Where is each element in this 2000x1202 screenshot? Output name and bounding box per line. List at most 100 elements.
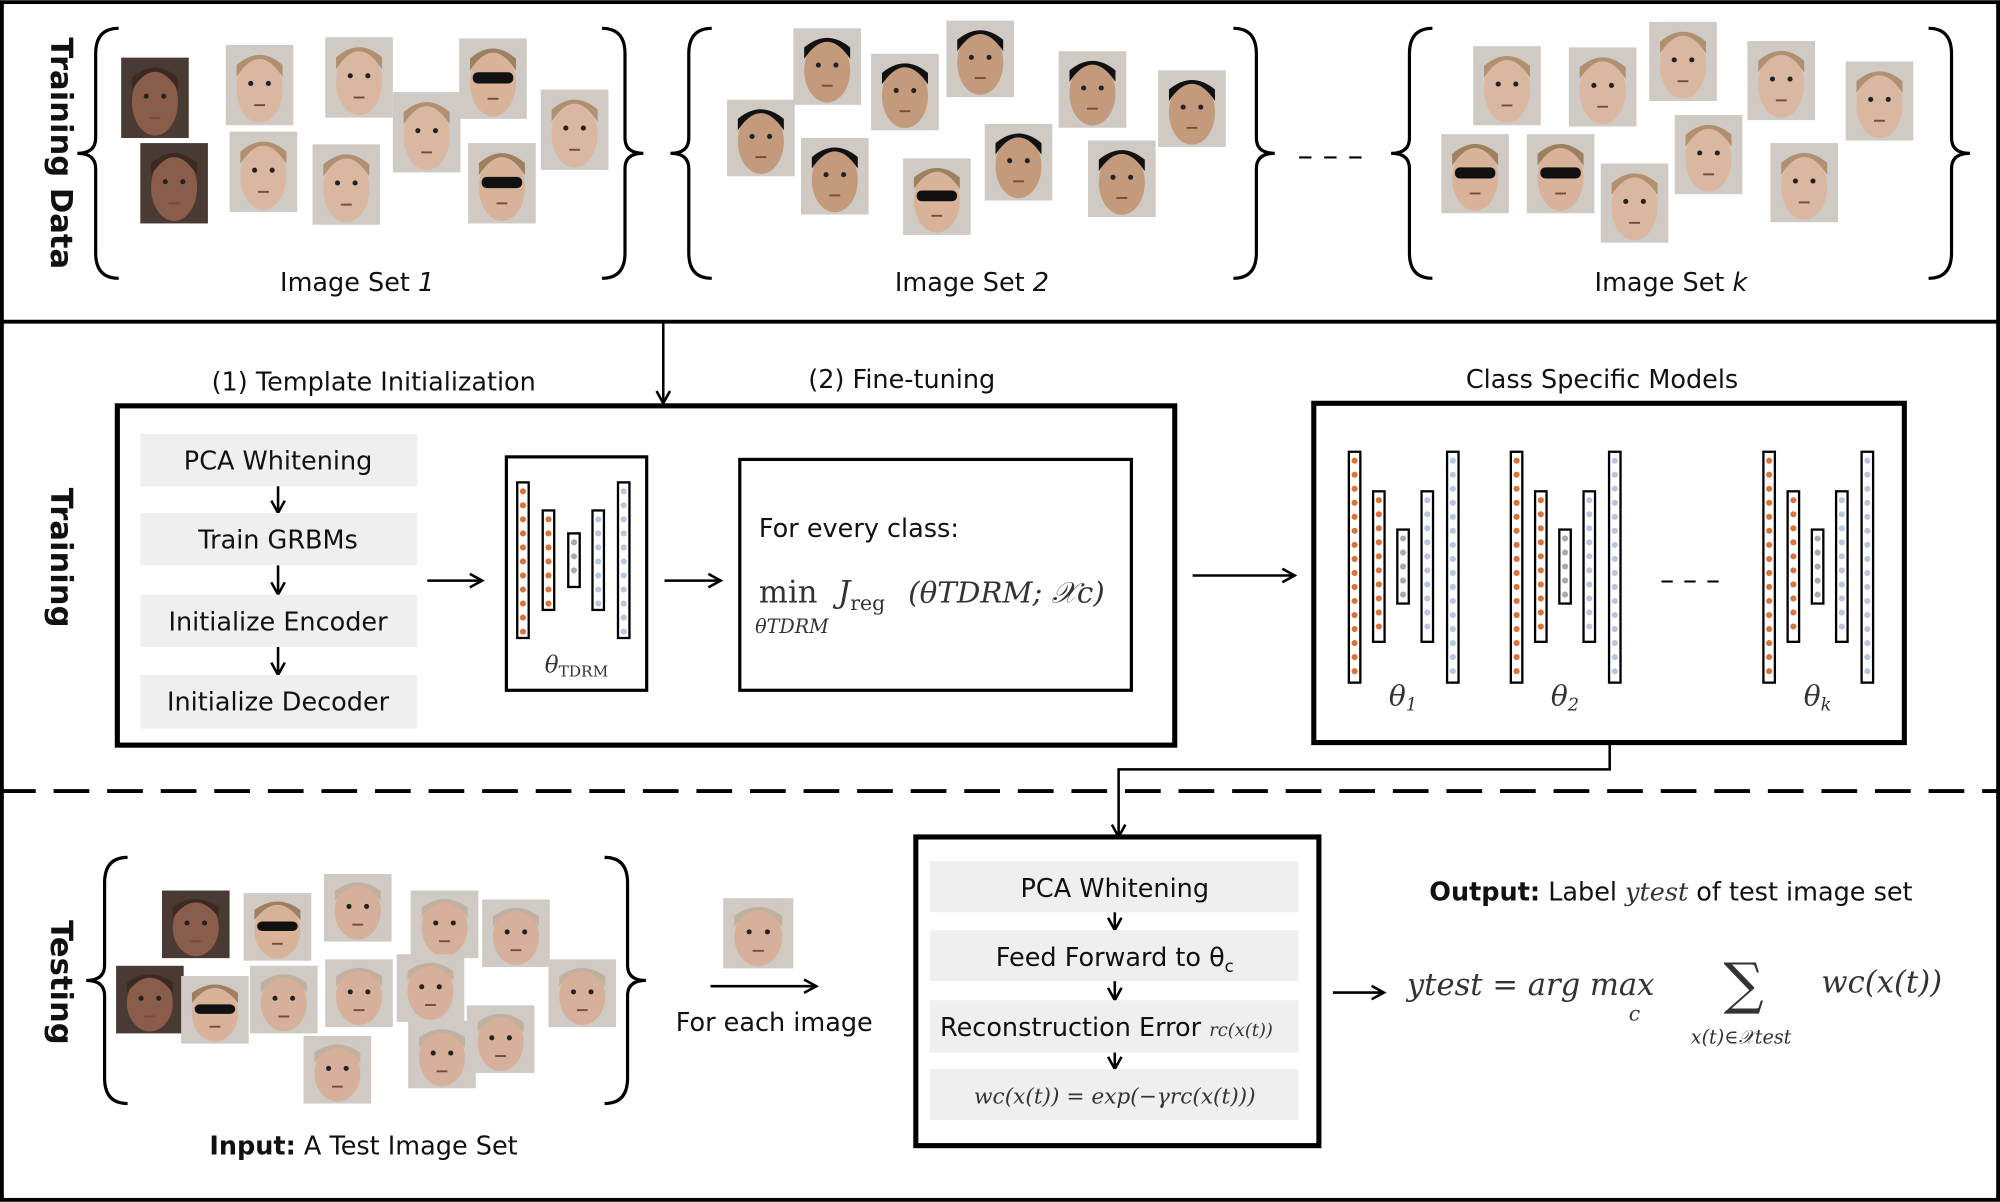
network-node <box>1790 581 1797 588</box>
network-node <box>1351 541 1358 548</box>
network-node <box>1864 626 1871 633</box>
stage2-title: (2) Fine-tuning <box>808 365 995 395</box>
output-label: Output: Label ytest of test image set <box>1429 878 1912 908</box>
network-layer <box>1860 450 1875 684</box>
network-node <box>1449 457 1456 464</box>
network-node <box>1864 583 1871 591</box>
template-label: θTDRM <box>545 652 608 680</box>
face-image <box>140 143 208 224</box>
network-node <box>1449 583 1456 591</box>
model-k-label: θk <box>1804 680 1832 716</box>
network-node <box>1766 583 1773 591</box>
network-node <box>519 614 527 621</box>
network-node <box>1424 553 1431 560</box>
image-set-2-label: Image Set 2 <box>895 268 1049 298</box>
network-node <box>1513 527 1520 534</box>
finetune-heading: For every class: <box>759 514 959 544</box>
network-node <box>595 586 602 593</box>
network-node <box>1864 513 1871 520</box>
network-node <box>1424 511 1431 518</box>
network-node <box>1864 640 1871 647</box>
network-node <box>1611 597 1618 605</box>
network-layer <box>1762 450 1777 684</box>
network-layer <box>1834 490 1849 643</box>
network-node <box>1351 640 1358 647</box>
output-formula: ytest = arg max c ∑ x(t)∈𝒳test wc(x(t)) <box>1405 952 1942 1049</box>
network-node <box>1611 527 1618 534</box>
network-node <box>1449 626 1456 633</box>
face-image <box>1674 115 1743 195</box>
network-node <box>1351 626 1358 633</box>
network-node <box>1611 611 1618 619</box>
face-image <box>396 954 465 1022</box>
test-step-reconstruction: Reconstruction Error rc(x(t)) <box>940 1013 1273 1043</box>
network-node <box>1537 623 1544 630</box>
face-image <box>540 89 609 170</box>
face-image <box>1600 163 1669 243</box>
network-node <box>545 558 552 565</box>
network-node <box>1611 654 1618 661</box>
network-node <box>595 516 602 523</box>
network-node <box>1838 595 1845 602</box>
model-2-label: θ2 <box>1551 680 1579 716</box>
brace-right <box>1928 26 1970 280</box>
face-image <box>946 20 1015 98</box>
arrow-models-to-testing <box>1117 742 1611 837</box>
network-node <box>519 530 527 537</box>
network-node <box>1375 567 1382 574</box>
network-node <box>1790 553 1797 560</box>
sets-ellipsis: – – – <box>1298 139 1363 174</box>
network-layer <box>567 532 581 589</box>
face-image <box>1158 70 1226 147</box>
network-node <box>1814 535 1821 542</box>
network-node <box>1351 654 1358 661</box>
network-node <box>1586 553 1593 560</box>
network-node <box>1537 539 1544 546</box>
network-node <box>1864 457 1871 464</box>
network-node <box>1864 555 1871 562</box>
face-image <box>303 1035 372 1104</box>
face-image <box>229 131 298 212</box>
network-node <box>595 600 602 607</box>
network-node <box>519 502 527 509</box>
svg-text:∑: ∑ <box>1724 952 1764 1017</box>
models-ellipsis: – – – <box>1660 564 1720 597</box>
network-node <box>1513 471 1520 478</box>
arrow-head <box>803 978 819 995</box>
image-set-k-label: Image Set k <box>1595 268 1749 298</box>
network-node <box>1586 609 1593 616</box>
face-image <box>466 1005 535 1073</box>
step-init-encoder: Initialize Encoder <box>169 607 389 637</box>
network-node <box>595 558 602 565</box>
brace-left <box>77 26 119 280</box>
network-node <box>1537 497 1544 504</box>
network-node <box>1513 654 1520 661</box>
network-node <box>1814 549 1821 556</box>
face-image <box>225 44 294 126</box>
network-node <box>1513 626 1520 633</box>
network-node <box>545 544 552 551</box>
network-node <box>1864 499 1871 506</box>
network-node <box>1513 569 1520 576</box>
network-node <box>545 530 552 537</box>
face-image <box>250 965 318 1034</box>
network-node <box>1838 497 1845 504</box>
network-node <box>1375 525 1382 532</box>
network-node <box>545 572 552 579</box>
brace-left <box>1391 26 1433 280</box>
step-init-decoder: Initialize Decoder <box>167 688 390 718</box>
network-node <box>1611 569 1618 576</box>
template-network-box <box>504 455 649 692</box>
face-image <box>459 38 527 119</box>
network-node <box>1838 511 1845 518</box>
network-node <box>1790 567 1797 574</box>
network-node <box>1814 591 1821 598</box>
network-node <box>1537 567 1544 574</box>
stage1-title: (1) Template Initialization <box>212 368 536 398</box>
brace-left <box>86 855 128 1106</box>
network-node <box>1513 541 1520 548</box>
face-image <box>723 898 794 969</box>
network-node <box>1790 539 1797 546</box>
network-node <box>519 600 527 607</box>
network-node <box>1351 597 1358 605</box>
